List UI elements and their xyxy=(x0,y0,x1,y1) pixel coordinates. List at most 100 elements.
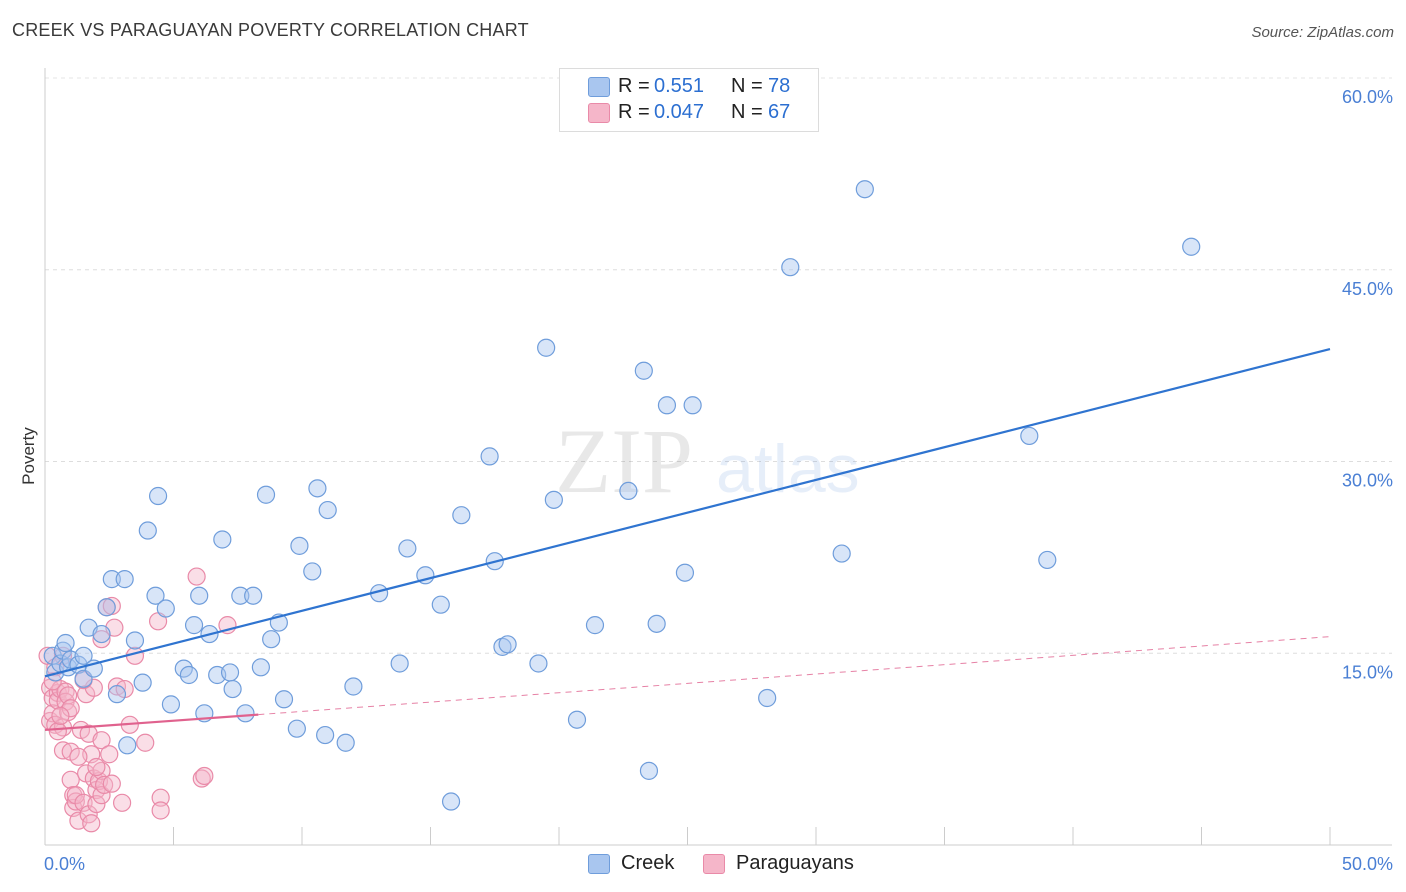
creek-swatch xyxy=(588,77,610,97)
legend-row-paraguayans: R = 0.047 N = 67 xyxy=(560,101,818,127)
creek-point xyxy=(832,544,851,563)
creek-point xyxy=(441,792,461,811)
creek-point xyxy=(223,679,242,699)
y-tick-label: 60.0% xyxy=(1342,87,1393,107)
creek-point xyxy=(244,586,263,605)
creek-point xyxy=(855,180,874,199)
creek-point xyxy=(480,447,499,466)
creek-point xyxy=(493,637,512,656)
n-label: N = xyxy=(731,101,763,123)
paraguayans-point xyxy=(84,678,103,697)
grid-lines xyxy=(45,77,1392,654)
paraguayans-point xyxy=(87,794,106,814)
creek-point xyxy=(102,570,121,589)
paraguayans-point xyxy=(82,814,101,833)
y-tick-label: 45.0% xyxy=(1342,279,1393,299)
creek-point xyxy=(398,539,417,558)
y-tick-label: 30.0% xyxy=(1342,471,1393,491)
paraguayans-point xyxy=(69,747,88,766)
r-value: 0.047 xyxy=(654,101,705,123)
creek-point xyxy=(308,479,327,498)
creek-point xyxy=(781,258,800,277)
creek-point xyxy=(231,586,250,605)
creek-point xyxy=(619,481,638,501)
creek-point xyxy=(220,663,240,682)
creek-point xyxy=(161,695,181,714)
creek-point xyxy=(567,710,587,729)
paraguayans-point xyxy=(136,733,155,752)
creek-point xyxy=(146,586,165,605)
creek-point xyxy=(133,673,152,692)
r-value: 0.551 xyxy=(654,75,705,97)
creek-point xyxy=(274,690,294,709)
paraguayans-point xyxy=(61,770,80,789)
creek-point xyxy=(318,500,337,520)
creek-legend-label: Creek xyxy=(621,852,675,874)
paraguayans-trend-line xyxy=(44,713,259,732)
paraguayans-point xyxy=(84,769,103,788)
creek-point xyxy=(1182,237,1201,256)
creek-point xyxy=(544,490,563,509)
creek-point xyxy=(107,685,127,704)
paraguayans-legend-swatch xyxy=(703,854,725,874)
creek-point xyxy=(138,521,157,540)
paraguayans-point xyxy=(53,741,73,760)
n-label: N = xyxy=(731,75,763,97)
x-tick-label: 0.0% xyxy=(44,854,85,874)
creek-points xyxy=(43,180,1201,811)
creek-point xyxy=(657,396,677,415)
creek-point xyxy=(56,633,75,653)
paraguayans-point xyxy=(112,793,132,812)
creek-point xyxy=(92,624,111,644)
creek-point xyxy=(529,654,548,673)
paraguayans-point xyxy=(195,766,214,786)
paraguayans-point xyxy=(92,630,111,649)
chart-title: CREEK VS PARAGUAYAN POVERTY CORRELATION … xyxy=(12,20,529,40)
watermark-atlas: atlas xyxy=(716,431,860,507)
creek-point xyxy=(758,688,777,708)
creek-point xyxy=(1020,426,1039,446)
creek-point xyxy=(537,338,556,357)
creek-point xyxy=(303,562,322,581)
legend-row-creek: R = 0.551 N = 78 xyxy=(560,75,818,101)
paraguayans-point xyxy=(92,731,111,750)
creek-point xyxy=(97,598,116,617)
creek-point xyxy=(390,654,409,673)
source-label: Source: ZipAtlas.com xyxy=(1251,24,1394,41)
stats-legend: R = 0.551 N = 78 R = 0.047 N = 67 xyxy=(559,68,819,132)
creek-point xyxy=(74,646,93,665)
paraguayans-point xyxy=(66,792,85,811)
creek-point xyxy=(498,635,517,654)
creek-point xyxy=(251,658,270,677)
paraguayans-legend-label: Paraguayans xyxy=(736,852,854,874)
paraguayans-point xyxy=(87,757,106,777)
creek-point xyxy=(213,530,232,549)
creek-trend-line xyxy=(44,347,1331,678)
creek-point xyxy=(125,631,145,650)
creek-point xyxy=(156,599,175,618)
paraguayans-point xyxy=(192,769,211,788)
creek-point xyxy=(256,485,276,504)
creek-point xyxy=(639,761,659,780)
creek-point xyxy=(316,725,335,745)
paraguayans-point xyxy=(61,699,80,718)
creek-point xyxy=(236,704,255,723)
creek-legend-swatch xyxy=(588,854,610,874)
creek-point xyxy=(115,570,134,589)
creek-point xyxy=(336,733,355,752)
paraguayans-swatch xyxy=(588,103,610,123)
creek-point xyxy=(118,736,137,755)
creek-point xyxy=(1038,550,1057,570)
watermark-zip: ZIP xyxy=(555,410,693,512)
r-label: R = xyxy=(618,75,650,97)
creek-point xyxy=(179,665,199,685)
creek-point xyxy=(344,677,363,696)
paraguayans-point xyxy=(187,567,206,586)
creek-point xyxy=(634,361,653,380)
creek-point xyxy=(190,586,209,605)
y-axis-label: Poverty xyxy=(19,427,38,485)
n-value: 78 xyxy=(768,75,791,97)
creek-point xyxy=(184,616,204,635)
paraguayans-point xyxy=(51,706,70,725)
